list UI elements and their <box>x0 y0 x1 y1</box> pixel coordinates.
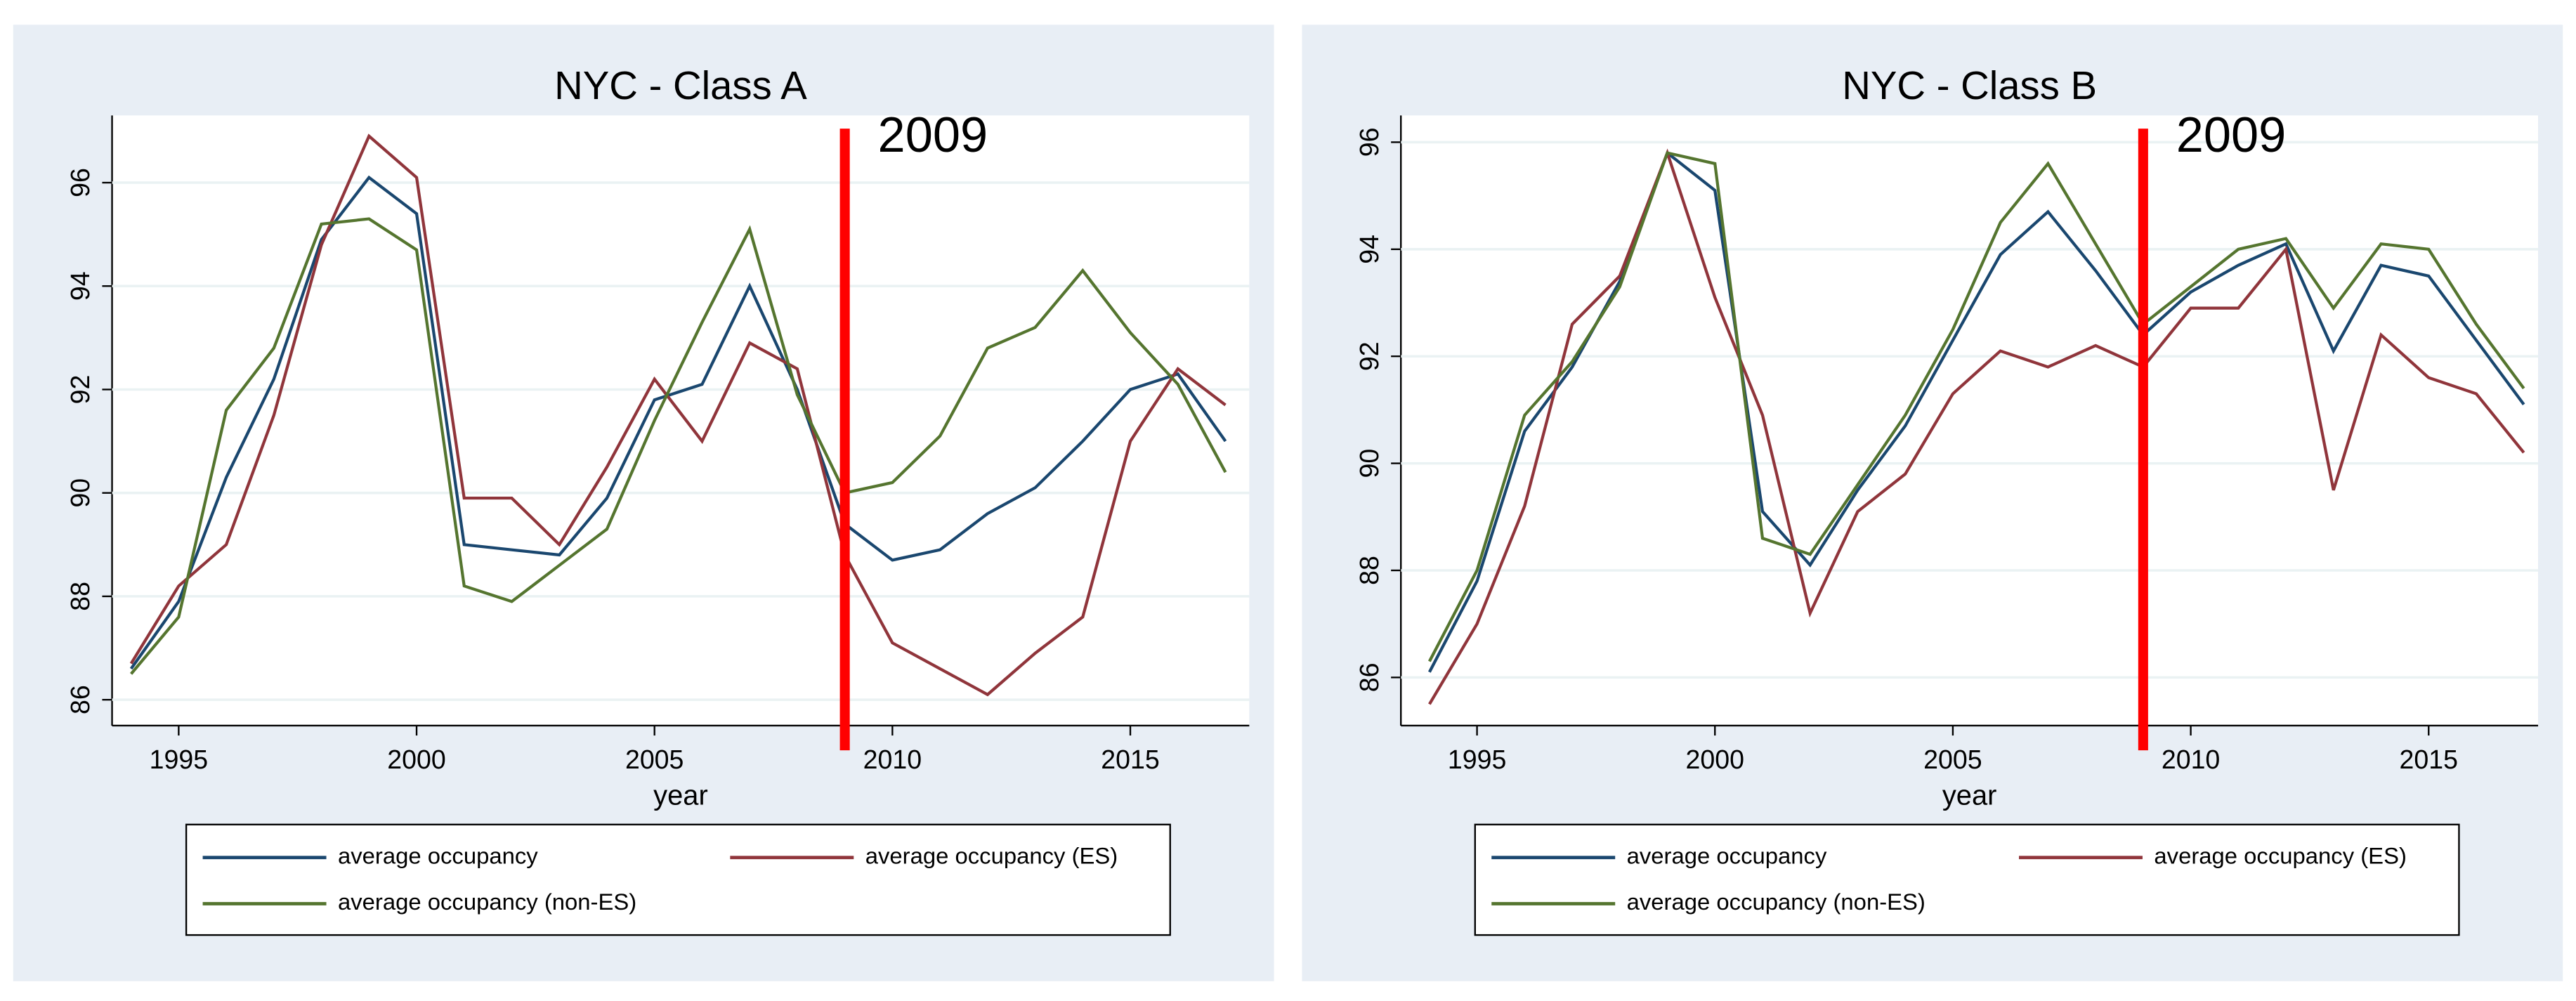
x-tick-label: 2015 <box>1101 745 1159 774</box>
x-tick-label: 2005 <box>625 745 684 774</box>
x-tick-label: 1995 <box>1448 745 1506 774</box>
data-line <box>129 133 1227 697</box>
annotation-label: 2009 <box>878 107 988 162</box>
plot-area <box>112 115 1250 726</box>
x-tick-label: 2000 <box>1686 745 1744 774</box>
legend-label: average occupancy (ES) <box>865 842 1118 868</box>
y-tick-label: 90 <box>1354 449 1384 478</box>
data-line <box>1427 151 2525 662</box>
data-line <box>1428 148 2525 705</box>
y-tick-label: 94 <box>1354 235 1384 264</box>
y-tick-label: 92 <box>65 375 95 405</box>
chart-panel: NYC - Class A 86 88 90 92 94 96 1995 2000 2005 201… <box>13 25 1274 981</box>
y-tick-label: 88 <box>65 582 95 611</box>
y-tick-label: 94 <box>65 271 95 301</box>
legend-label: average occupancy <box>1627 842 1827 868</box>
legend-label: average occupancy (non-ES) <box>1627 889 1926 915</box>
legend-label: average occupancy <box>338 842 538 868</box>
legend-label: average occupancy (non-ES) <box>338 889 636 915</box>
chart-title: NYC - Class A <box>554 63 807 107</box>
legend-label: average occupancy (ES) <box>2154 842 2407 868</box>
x-tick-label: 2000 <box>387 745 445 774</box>
x-tick-label: 2005 <box>1923 745 1982 774</box>
y-tick-label: 92 <box>1354 341 1384 371</box>
annotation-label: 2009 <box>2176 107 2287 162</box>
data-line <box>129 175 1227 670</box>
chart-title: NYC - Class B <box>1842 63 2097 107</box>
y-tick-label: 86 <box>65 685 95 714</box>
data-line <box>130 217 1227 675</box>
x-tick-label: 2010 <box>863 745 922 774</box>
x-tick-label: 2015 <box>2400 745 2458 774</box>
y-tick-label: 96 <box>1354 128 1384 157</box>
y-tick-label: 90 <box>65 478 95 508</box>
x-axis-label: year <box>1942 780 1997 811</box>
plot-area <box>1401 115 2539 726</box>
y-tick-label: 88 <box>1354 556 1384 585</box>
chart-panel: NYC - Class B 86 88 90 92 94 96 1995 2000 2005 201… <box>1302 25 2563 981</box>
y-tick-label: 86 <box>1354 662 1384 692</box>
data-line <box>1427 150 2525 673</box>
y-tick-label: 96 <box>65 168 95 197</box>
x-tick-label: 1995 <box>150 745 208 774</box>
legend-box <box>1474 823 2460 936</box>
legend-box <box>185 823 1171 936</box>
x-axis-label: year <box>653 780 708 811</box>
x-tick-label: 2010 <box>2162 745 2220 774</box>
